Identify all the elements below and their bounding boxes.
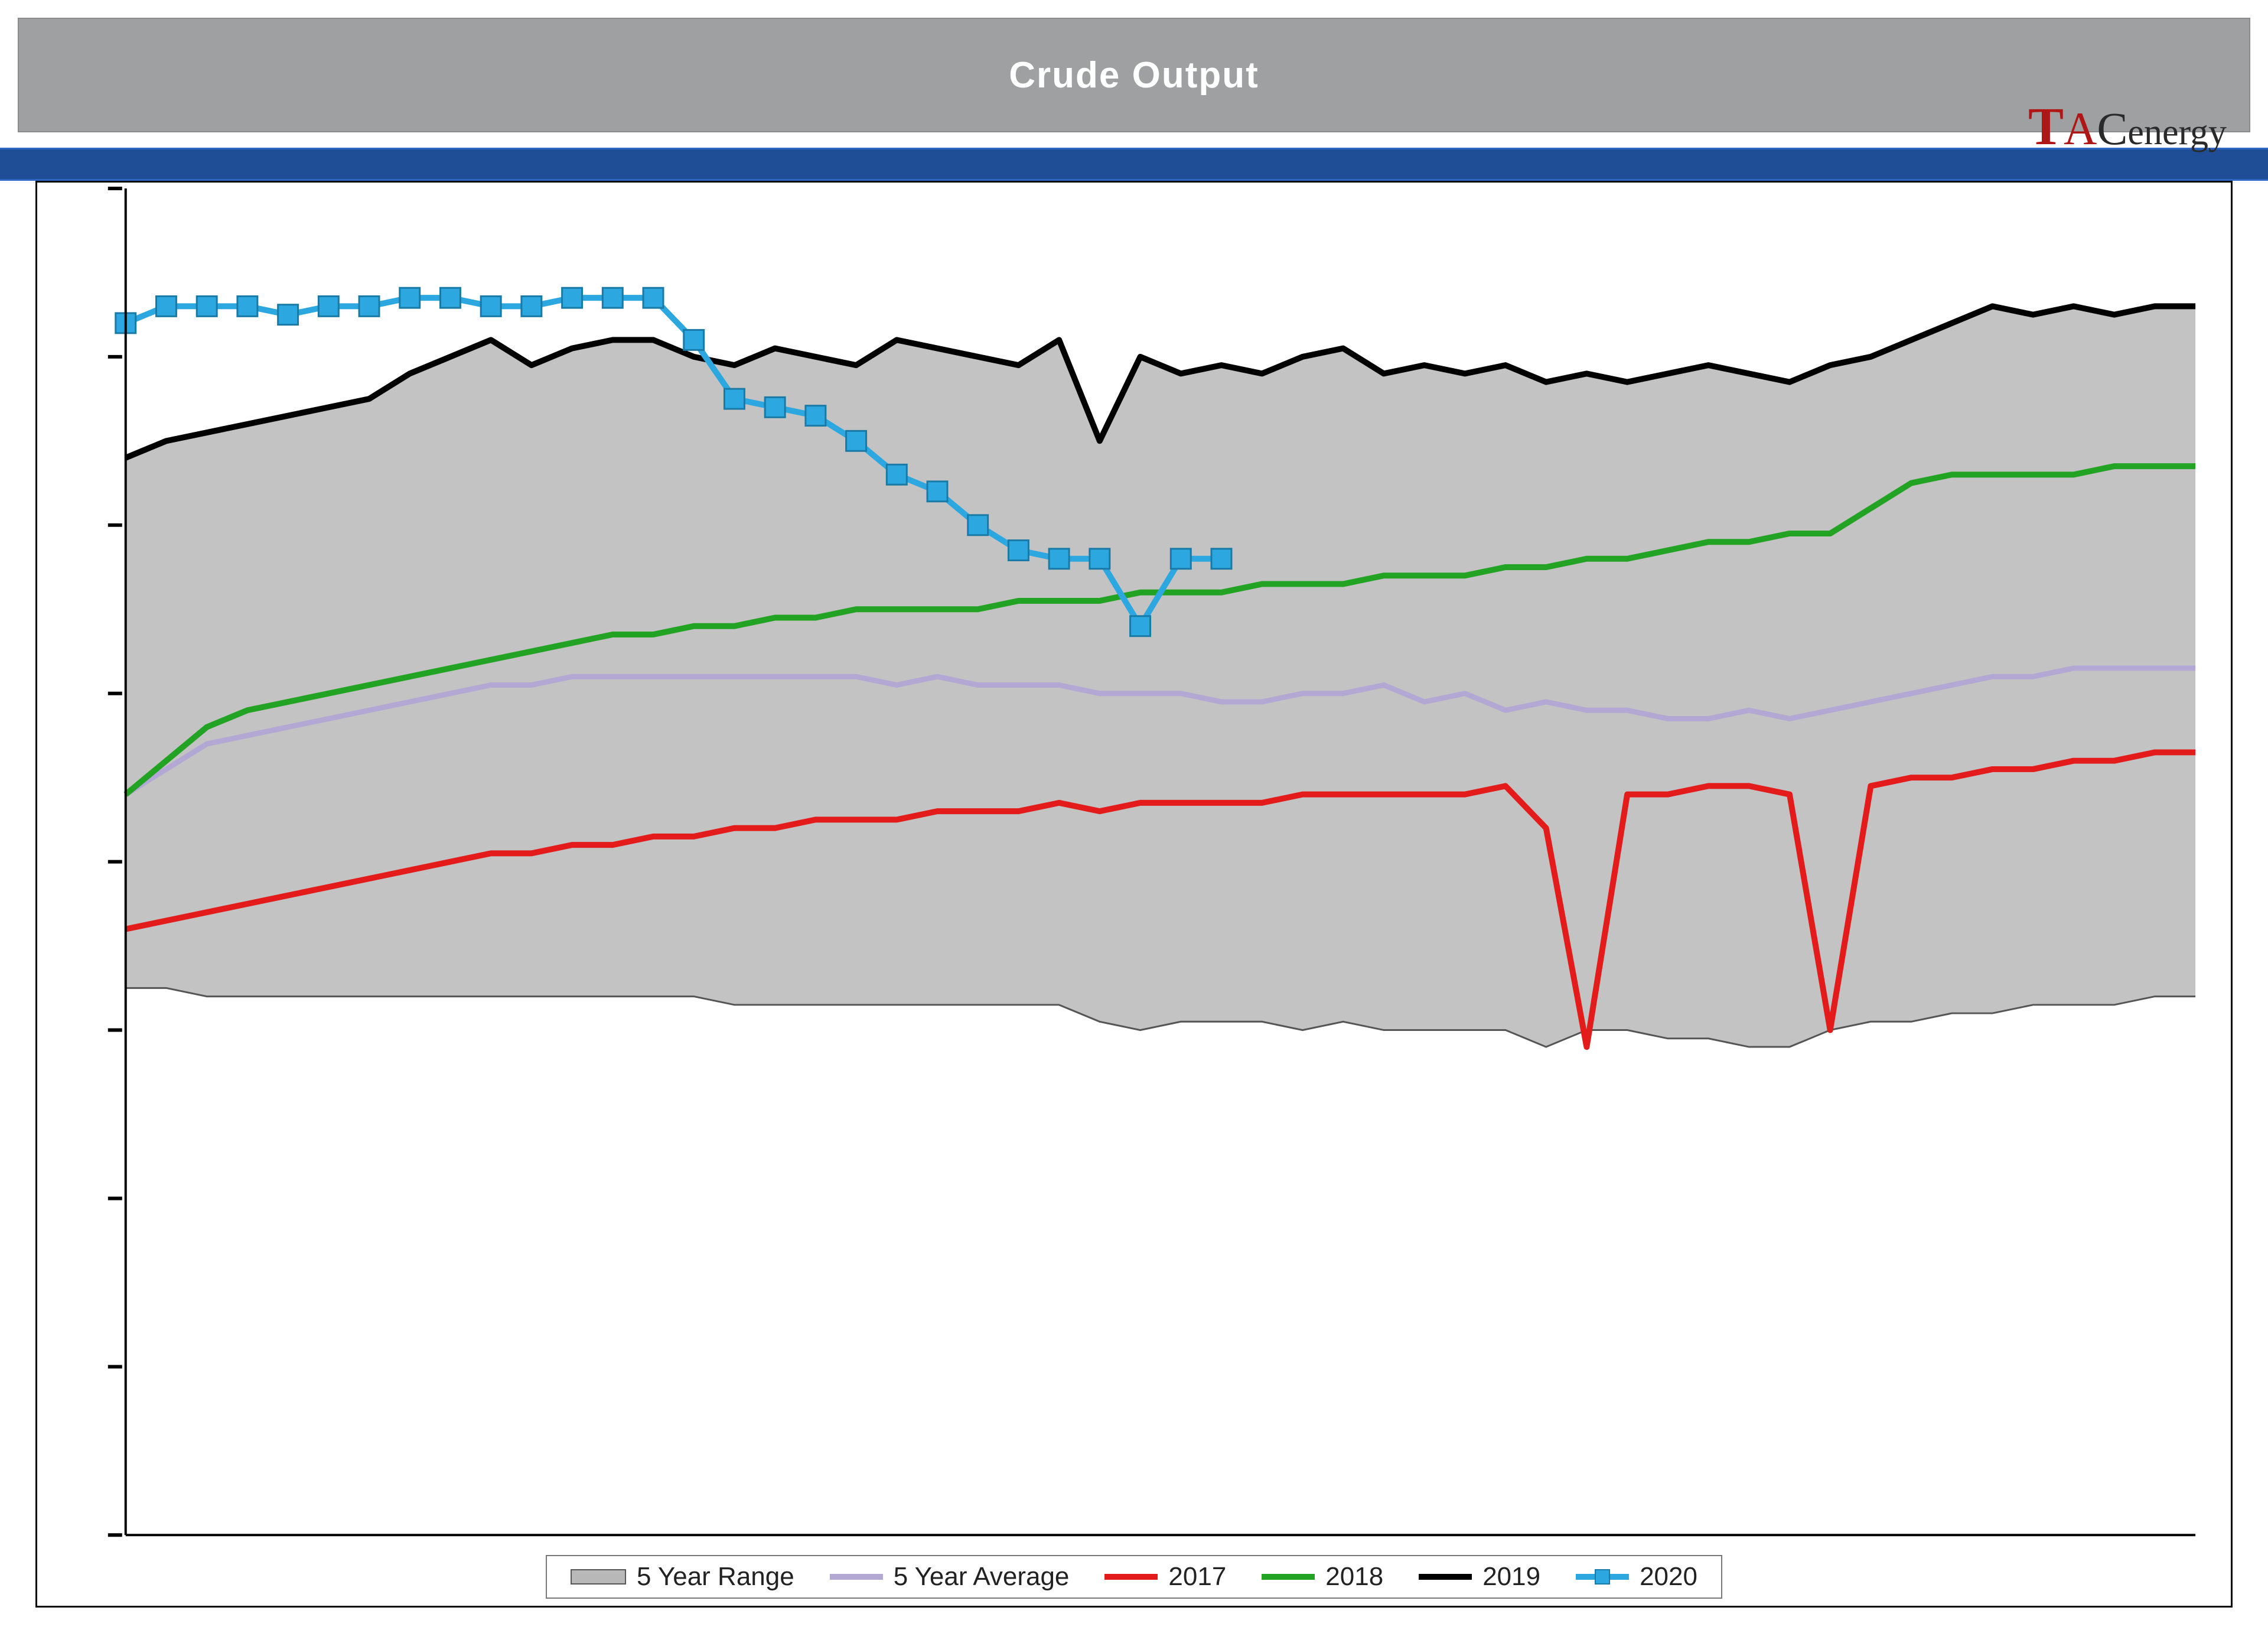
legend-item-2019: 2019 xyxy=(1419,1562,1540,1592)
legend-label-range: 5 Year Range xyxy=(637,1562,794,1592)
legend: 5 Year Range 5 Year Average 2017 2018 20… xyxy=(546,1555,1722,1599)
legend-item-range: 5 Year Range xyxy=(571,1562,794,1592)
legend-item-2017: 2017 xyxy=(1104,1562,1226,1592)
legend-label-2018: 2018 xyxy=(1325,1562,1383,1592)
legend-swatch-2017-icon xyxy=(1104,1574,1158,1580)
legend-swatch-2020-icon xyxy=(1576,1574,1629,1580)
logo-rest: energy xyxy=(2127,112,2227,152)
legend-item-2020: 2020 xyxy=(1576,1562,1697,1592)
legend-label-2020: 2020 xyxy=(1640,1562,1697,1592)
logo-letter-t: T xyxy=(2028,97,2064,156)
legend-swatch-2018-icon xyxy=(1262,1574,1315,1580)
chart-frame: 5 Year Range 5 Year Average 2017 2018 20… xyxy=(35,181,2233,1608)
logo: TACenergy xyxy=(2028,100,2227,154)
title-bar: Crude Output xyxy=(18,18,2250,132)
chart-title: Crude Output xyxy=(1009,54,1259,96)
logo-letter-a: A xyxy=(2064,103,2097,154)
header-stripe xyxy=(0,148,2268,181)
legend-swatch-avg-icon xyxy=(830,1574,883,1580)
legend-label-2017: 2017 xyxy=(1168,1562,1226,1592)
chart-svg xyxy=(37,183,2231,1606)
logo-letter-c: C xyxy=(2097,103,2127,154)
chart-container: Crude Output TACenergy 5 Year Range 5 Ye… xyxy=(0,0,2268,1643)
legend-item-2018: 2018 xyxy=(1262,1562,1383,1592)
legend-swatch-2019-icon xyxy=(1419,1574,1472,1580)
legend-label-2019: 2019 xyxy=(1482,1562,1540,1592)
legend-swatch-range-icon xyxy=(571,1569,626,1585)
legend-item-avg: 5 Year Average xyxy=(830,1562,1070,1592)
legend-label-avg: 5 Year Average xyxy=(894,1562,1070,1592)
